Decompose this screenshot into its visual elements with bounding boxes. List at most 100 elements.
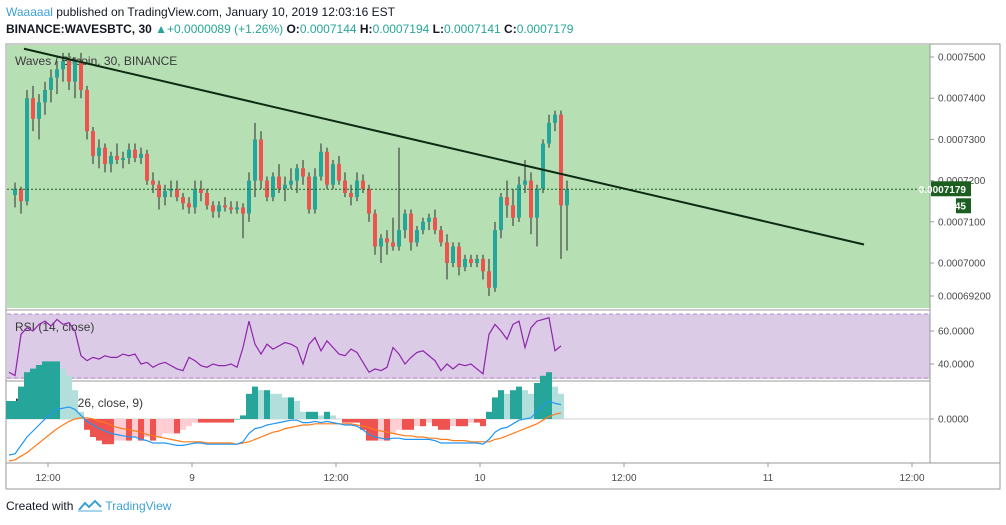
candle-body — [79, 61, 83, 90]
histogram-bar — [24, 372, 30, 419]
histogram-bar — [498, 390, 504, 419]
histogram-bar — [546, 372, 552, 419]
candle-body — [55, 69, 59, 78]
histogram-bar — [348, 419, 354, 423]
time-tick-label: 12:00 — [323, 473, 348, 484]
histogram-bar — [108, 419, 114, 445]
price-tick-label: 0.0007500 — [938, 53, 986, 64]
candle-body — [31, 98, 35, 119]
histogram-bar — [198, 419, 204, 423]
histogram-bar — [366, 419, 372, 441]
histogram-bar — [402, 419, 408, 430]
histogram-bar — [354, 419, 360, 423]
candle-body — [139, 153, 143, 158]
histogram-bar — [414, 419, 420, 427]
candle-body — [529, 180, 533, 218]
candle-body — [175, 188, 179, 198]
candle-body — [457, 246, 461, 268]
histogram-bar — [210, 419, 216, 423]
histogram-bar — [66, 375, 72, 419]
histogram-bar — [12, 401, 18, 419]
histogram-bar — [54, 361, 60, 419]
macd-signal-line — [8, 412, 562, 462]
histogram-bar — [114, 419, 120, 441]
candle-body — [349, 192, 353, 198]
candle-body — [115, 155, 119, 161]
candles — [13, 52, 569, 296]
histogram-bar — [468, 419, 474, 423]
candle-body — [235, 207, 239, 210]
candle-body — [295, 168, 299, 181]
candle-body — [49, 77, 53, 90]
symbol-info: BINANCE:WAVESBTC, 30 ▲+0.0000089 (+1.26%… — [6, 22, 573, 36]
candle-body — [481, 258, 485, 272]
histogram-bar — [156, 419, 162, 437]
time-tick-label: 12:00 — [35, 473, 60, 484]
candle-body — [343, 180, 347, 193]
candle-body — [319, 151, 323, 177]
rsi-tick-label: 40.0000 — [938, 360, 975, 371]
tradingview-logo-icon — [78, 499, 103, 512]
rsi-band — [7, 314, 930, 379]
open-value: 0.0007144 — [299, 22, 357, 36]
macd-tick-label: 0.0000 — [938, 415, 969, 426]
price-tick-label: 0.00069200 — [938, 292, 991, 303]
candle-body — [445, 242, 449, 264]
publish-info: Waaaaal published on TradingView.com, Ja… — [6, 5, 395, 19]
histogram-bar — [522, 390, 528, 419]
candle-body — [547, 122, 551, 144]
rsi-tick-label: 60.0000 — [938, 327, 975, 338]
histogram-bar — [204, 419, 210, 423]
histogram-bar — [528, 393, 534, 419]
last-price-label: 0.0007179 — [919, 185, 967, 196]
candle-body — [127, 149, 131, 158]
candle-body — [337, 164, 341, 181]
candle-body — [211, 205, 215, 212]
author-name[interactable]: Waaaaal — [6, 5, 53, 19]
histogram-bar — [258, 390, 264, 419]
histogram-bar — [384, 419, 390, 441]
candle-body — [199, 188, 203, 193]
histogram-bar — [558, 393, 564, 419]
tradingview-link[interactable]: TradingView — [105, 499, 172, 513]
candle-body — [157, 184, 161, 198]
candle-body — [187, 203, 191, 208]
candle-body — [397, 230, 401, 247]
histogram-bar — [504, 393, 510, 419]
histogram-bar — [234, 419, 240, 420]
histogram-bar — [264, 390, 270, 419]
histogram-bar — [48, 361, 54, 419]
histogram-bar — [336, 419, 342, 420]
candle-body — [247, 180, 251, 214]
candle-body — [271, 176, 275, 198]
candle-body — [463, 258, 467, 268]
price-tick-label: 0.0007000 — [938, 259, 986, 270]
histogram-bar — [252, 386, 258, 419]
candle-body — [37, 102, 41, 119]
histogram-bar — [96, 419, 102, 441]
histogram-bar — [150, 419, 156, 441]
time-tick-label: 12:00 — [899, 473, 924, 484]
rsi-axis[interactable]: 60.0000 40.0000 — [930, 327, 975, 371]
time-tick-label: 9 — [189, 473, 195, 484]
footer: Created with TradingView — [6, 499, 171, 513]
histogram-bar — [450, 419, 456, 427]
trendline[interactable] — [23, 47, 865, 246]
candle-body — [133, 149, 137, 158]
candle-body — [553, 114, 557, 123]
candle-body — [499, 197, 503, 231]
candle-body — [469, 258, 473, 264]
candle-body — [511, 205, 515, 218]
macd-axis[interactable]: 0.0000 — [930, 415, 969, 426]
candle-body — [67, 61, 71, 82]
histogram-bar — [312, 411, 318, 419]
high-label: H: — [359, 22, 373, 36]
histogram-bar — [396, 419, 402, 430]
histogram-bar — [222, 419, 228, 423]
candle-body — [451, 246, 455, 264]
low-label: L: — [432, 22, 444, 36]
candle-body — [535, 188, 539, 218]
candle-body — [559, 114, 563, 206]
